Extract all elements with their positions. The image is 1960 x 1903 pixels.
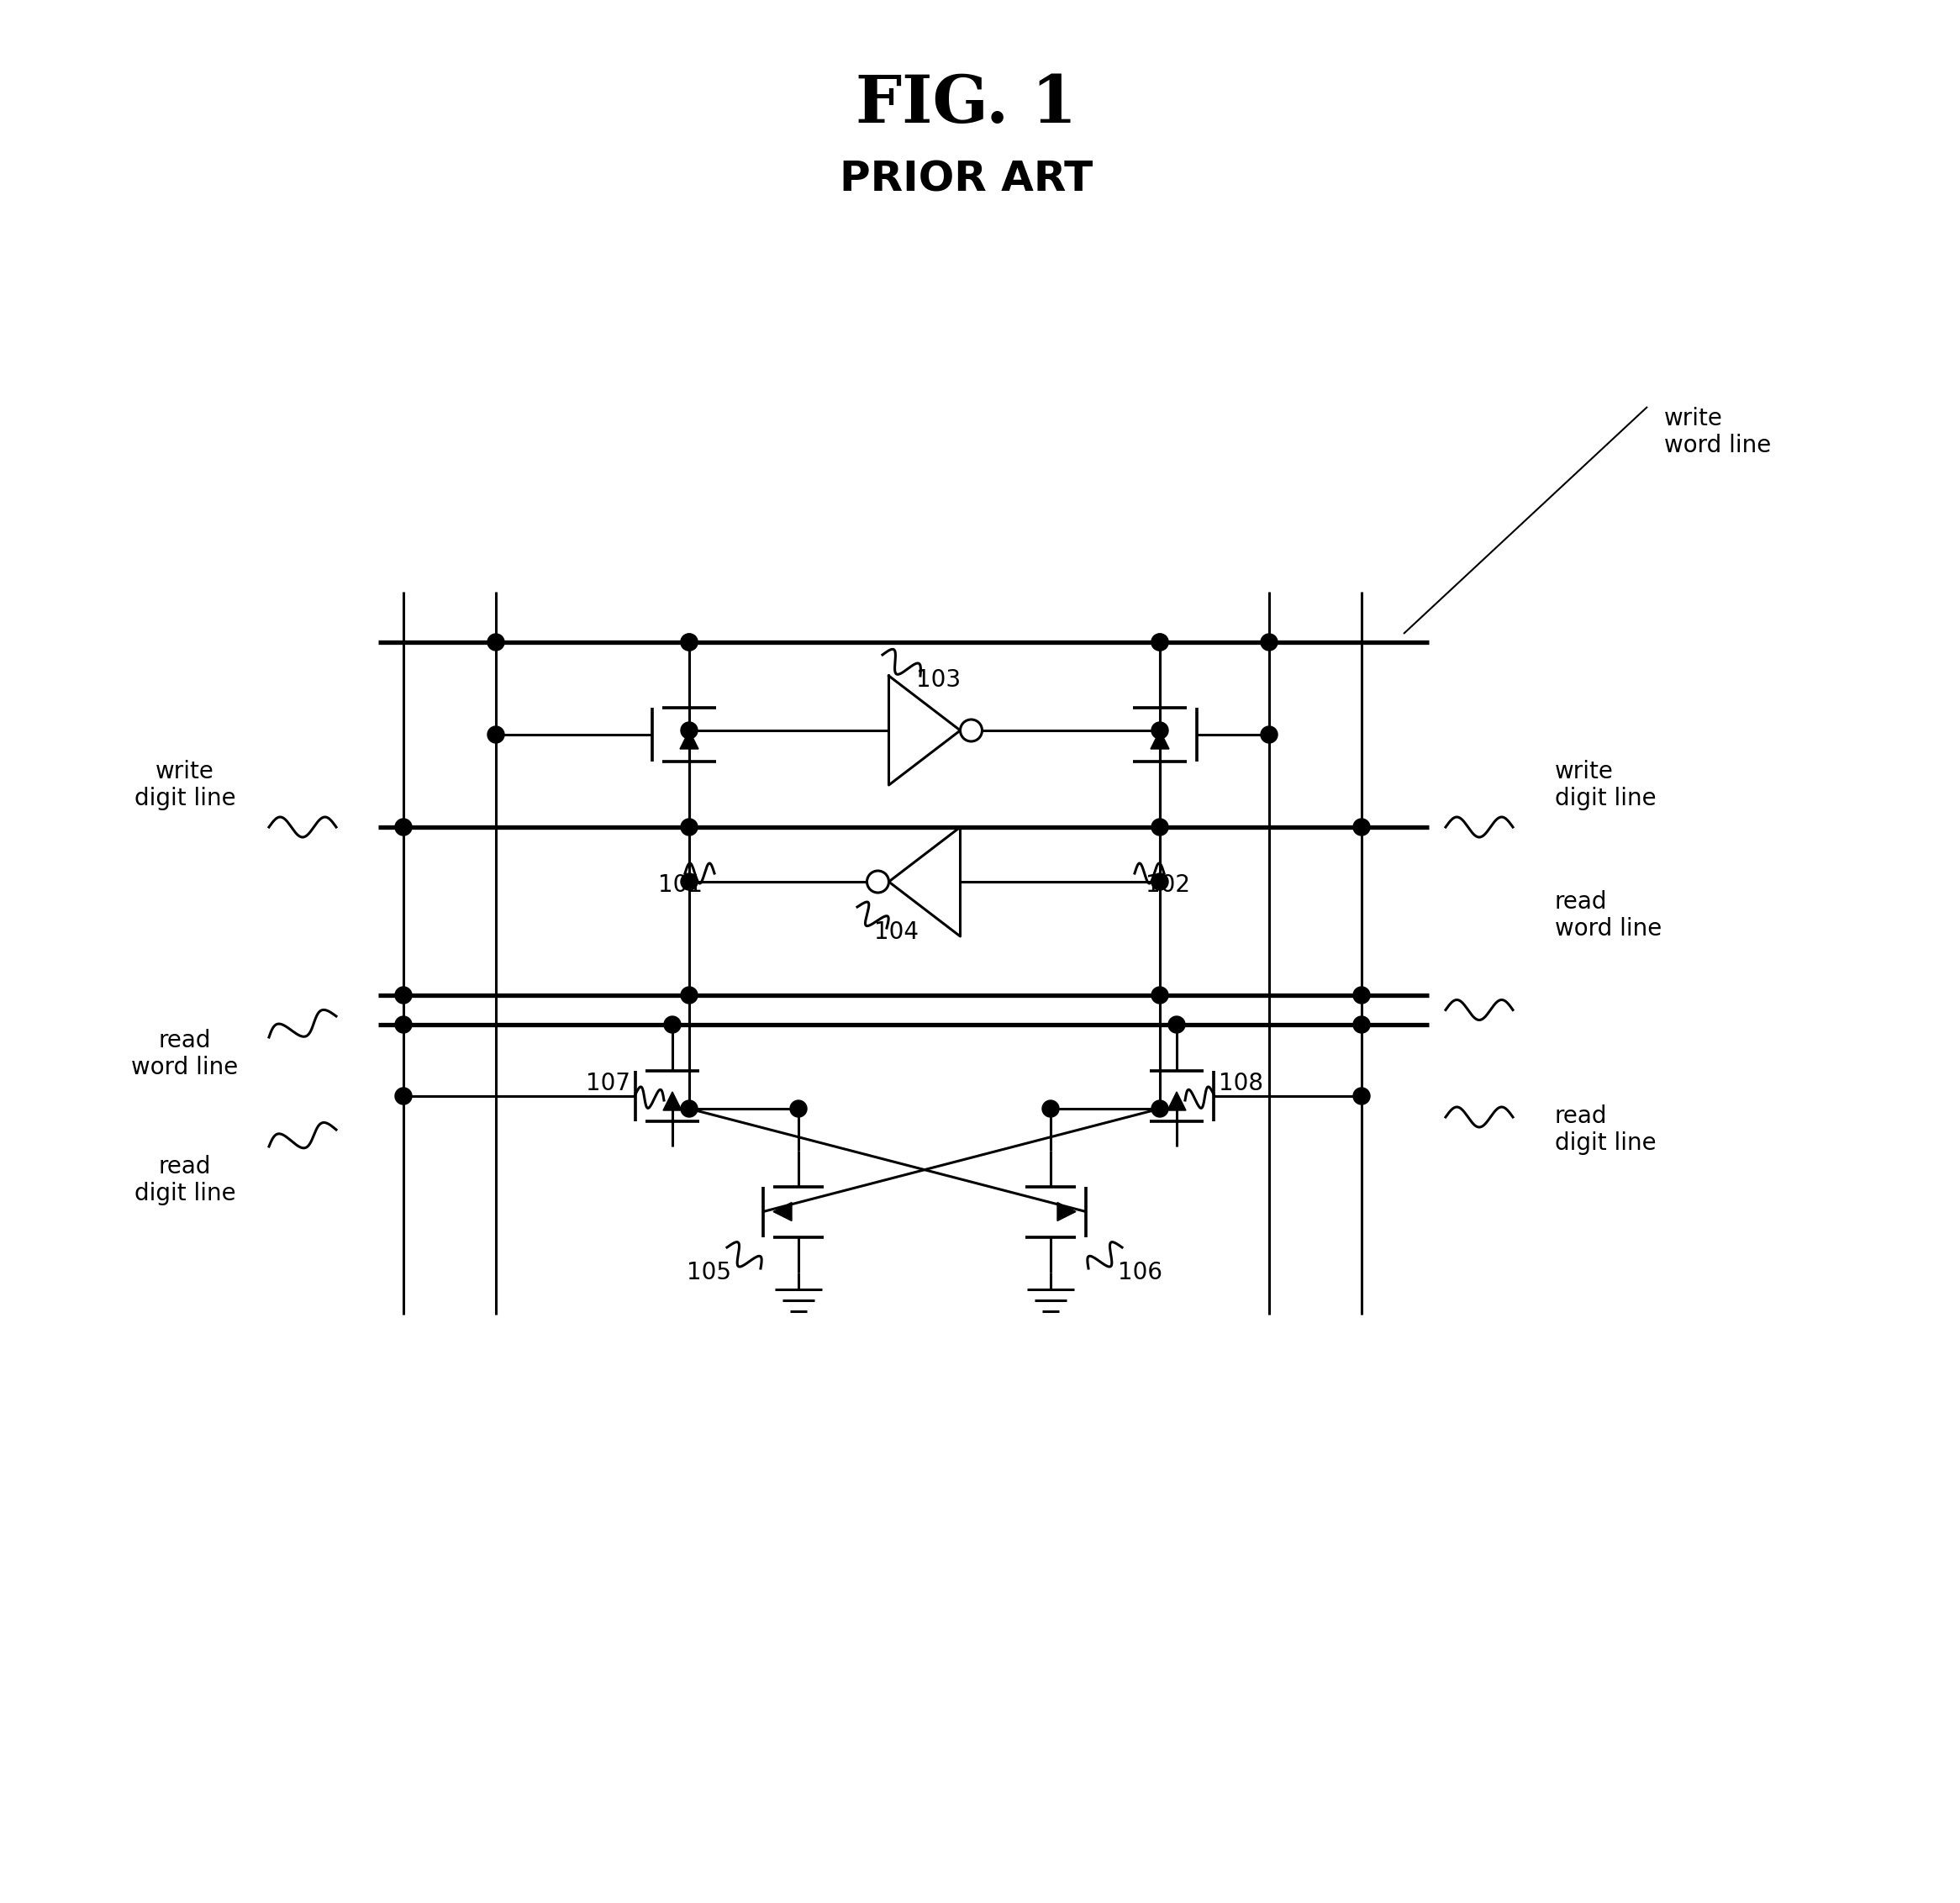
Circle shape (396, 988, 412, 1003)
Text: read
digit line: read digit line (133, 1155, 235, 1205)
Text: 105: 105 (686, 1262, 731, 1285)
Circle shape (1352, 818, 1370, 835)
Circle shape (680, 988, 698, 1003)
Circle shape (790, 1100, 808, 1117)
Polygon shape (680, 731, 698, 750)
Circle shape (680, 818, 698, 835)
Text: PRIOR ART: PRIOR ART (841, 160, 1094, 200)
Circle shape (488, 727, 504, 742)
Circle shape (396, 1089, 412, 1104)
Circle shape (1043, 1100, 1058, 1117)
Text: 103: 103 (915, 668, 960, 693)
Text: 106: 106 (1117, 1262, 1162, 1285)
Polygon shape (662, 1092, 682, 1109)
Circle shape (680, 634, 698, 651)
Text: read
word line: read word line (131, 1030, 239, 1079)
Circle shape (680, 634, 698, 651)
Circle shape (1151, 873, 1168, 891)
Text: FIG. 1: FIG. 1 (857, 72, 1078, 137)
Text: write
word line: write word line (1664, 407, 1772, 457)
Text: 101: 101 (659, 873, 704, 896)
Circle shape (1151, 818, 1168, 835)
Circle shape (1151, 634, 1168, 651)
Text: 104: 104 (874, 921, 919, 944)
Text: write
digit line: write digit line (133, 759, 235, 811)
Polygon shape (1056, 1203, 1076, 1222)
Circle shape (1151, 1100, 1168, 1117)
Circle shape (488, 634, 504, 651)
Circle shape (664, 1016, 680, 1033)
Text: write
digit line: write digit line (1554, 759, 1656, 811)
Circle shape (1151, 721, 1168, 738)
Circle shape (1352, 1089, 1370, 1104)
Polygon shape (1168, 1092, 1186, 1109)
Text: read
word line: read word line (1554, 891, 1662, 940)
Polygon shape (1151, 731, 1168, 750)
Text: 108: 108 (1219, 1071, 1264, 1096)
Text: 102: 102 (1147, 873, 1190, 896)
Polygon shape (774, 1203, 792, 1222)
Circle shape (680, 1100, 698, 1117)
Circle shape (396, 818, 412, 835)
Circle shape (680, 873, 698, 891)
Circle shape (1151, 634, 1168, 651)
Circle shape (1352, 1016, 1370, 1033)
Text: read
digit line: read digit line (1554, 1104, 1656, 1155)
Text: 107: 107 (586, 1071, 631, 1096)
Circle shape (680, 721, 698, 738)
Circle shape (1260, 727, 1278, 742)
Circle shape (1151, 988, 1168, 1003)
Circle shape (1168, 1016, 1186, 1033)
Circle shape (1352, 988, 1370, 1003)
Circle shape (396, 1016, 412, 1033)
Circle shape (1260, 634, 1278, 651)
